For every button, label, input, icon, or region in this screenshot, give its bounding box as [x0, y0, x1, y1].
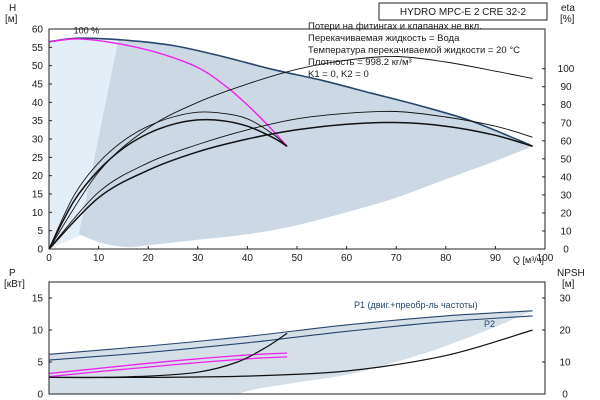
- power-tick-label: 15: [32, 294, 44, 305]
- right-y-tick-label: 0: [563, 245, 569, 256]
- highlight-curve-1: [48, 38, 288, 147]
- power-curve-1: [48, 315, 533, 361]
- right-y-axis-label: eta: [561, 3, 575, 14]
- left-y-tick-label: 35: [32, 116, 44, 127]
- head-curve-2: [48, 118, 288, 250]
- x-tick-label: 10: [93, 253, 105, 264]
- left-y-axis-label: H: [9, 3, 16, 14]
- right-y-tick-label: 100: [558, 64, 575, 75]
- left-y-tick-label: 25: [32, 153, 44, 164]
- chart-note-line: Перекачиваемая жидкость = Вода: [308, 33, 460, 44]
- chart-note-line: K1 = 0, K2 = 0: [308, 69, 369, 80]
- right-y-axis-ticks: 0 10 20 30 40 50 60 70 80 90 100: [542, 64, 575, 256]
- p2-series-label: P2: [484, 319, 495, 329]
- right-y-tick-label: 90: [560, 82, 572, 93]
- npsh-tick-label: 20: [559, 326, 571, 337]
- left-y-tick-label: 50: [32, 61, 44, 72]
- left-y-tick-label: 0: [37, 245, 43, 256]
- x-tick-label: 50: [291, 253, 303, 264]
- head-curve-4: [48, 121, 533, 250]
- power-axis-label: P: [9, 268, 16, 279]
- left-y-tick-label: 40: [32, 98, 44, 109]
- x-tick-label: 60: [341, 253, 353, 264]
- left-y-tick-label: 55: [32, 43, 44, 54]
- percent-annotation: 100 %: [74, 26, 100, 36]
- head-chart: 0 10 20 30 40 50 60 70 80 90 100 05101520253035404…: [5, 2, 575, 265]
- power-tick-label: 10: [32, 326, 44, 337]
- power-series-group: [48, 310, 533, 379]
- right-y-tick-label: 10: [560, 226, 572, 237]
- head-curve-5: [48, 110, 533, 250]
- right-y-tick-label: 30: [560, 190, 572, 201]
- right-y-tick-label: 70: [560, 118, 572, 129]
- upper-envelope-shade: [78, 40, 533, 248]
- npsh-curve-5: [48, 329, 533, 379]
- left-y-tick-label: 15: [32, 190, 44, 201]
- x-tick-label: 0: [46, 253, 52, 264]
- chart-note-line: Потери на фитингах и клапанах не вкл.: [308, 21, 482, 32]
- x-tick-label: 80: [440, 253, 452, 264]
- head-curve-3: [48, 111, 288, 250]
- right-y-tick-label: 80: [560, 100, 572, 111]
- chart-title: HYDRO MPC-E 2 CRE 32-2: [400, 7, 527, 18]
- left-y-tick-label: 60: [32, 25, 44, 36]
- power-curve-0: [48, 310, 533, 355]
- highlight-curve-2: [48, 352, 288, 375]
- power-tick-label: 0: [37, 390, 43, 400]
- power-axis-unit: [кВт]: [4, 279, 25, 290]
- x-tick-label: 90: [490, 253, 502, 264]
- chart-note-line: Температура перекачиваемой жидкости = 20…: [308, 45, 520, 56]
- npsh-y-axis-ticks: 0 10 20 30: [542, 294, 571, 400]
- power-tick-label: 5: [37, 358, 43, 369]
- chart-notes: Потери на фитингах и клапанах не вкл.Пер…: [308, 21, 520, 80]
- left-y-tick-label: 10: [32, 208, 44, 219]
- x-tick-label: 40: [242, 253, 254, 264]
- efficiency-curve-6: [48, 56, 533, 250]
- npsh-axis-unit: [м]: [562, 279, 575, 290]
- npsh-tick-label: 10: [559, 358, 571, 369]
- npsh-axis-label: NPSH: [557, 268, 585, 279]
- right-y-tick-label: 40: [560, 172, 572, 183]
- power-chart-frame: [48, 281, 546, 395]
- p1-series-label: P1 (двиг.+преобр-ль частоты): [354, 300, 478, 310]
- x-tick-label: 70: [391, 253, 403, 264]
- head-series-group: [48, 37, 533, 250]
- left-y-tick-label: 30: [32, 135, 44, 146]
- left-y-tick-label: 45: [32, 80, 44, 91]
- left-y-tick-label: 5: [37, 226, 43, 237]
- npsh-tick-label: 0: [562, 390, 568, 400]
- x-axis-label: Q [м³/ч]: [513, 255, 544, 265]
- lower-envelope-shade: [49, 310, 533, 394]
- right-y-tick-label: 50: [560, 154, 572, 165]
- right-y-tick-label: 20: [560, 208, 572, 219]
- left-y-tick-label: 20: [32, 171, 44, 182]
- x-tick-label: 100: [537, 253, 554, 264]
- left-y-axis-ticks: 0 5 10 15 20 25 30 35 40 45 50 55 60: [32, 25, 52, 256]
- npsh-tick-label: 30: [559, 294, 571, 305]
- right-y-axis-unit: [%]: [560, 14, 575, 25]
- x-tick-label: 20: [143, 253, 155, 264]
- highlight-curve-3: [48, 356, 288, 378]
- right-y-tick-label: 60: [560, 136, 572, 147]
- power-npsh-chart: 0 5 10 15 0 10 20 30 P [кВт] NPSH [м] P1 (двиг…: [4, 268, 585, 400]
- chart-note-line: Плотность = 998.2 кг/м³: [308, 57, 412, 68]
- chart-title-box: [378, 2, 548, 21]
- left-y-axis-unit: [м]: [5, 14, 18, 25]
- x-tick-label: 30: [192, 253, 204, 264]
- power-y-axis-ticks: 0 5 10 15: [32, 294, 52, 400]
